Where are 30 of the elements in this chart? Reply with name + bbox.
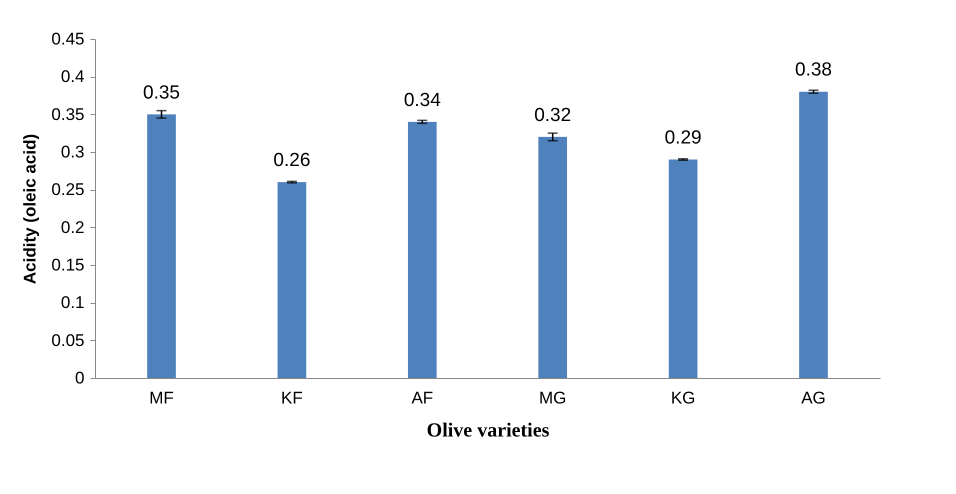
y-axis-title: Acidity (oleic acid) [20,134,40,284]
x-tick-label: AG [801,388,826,408]
bar [278,182,306,378]
x-tick-label: AF [411,388,434,408]
y-tick-label: 0.4 [60,67,84,86]
data-label: 0.35 [143,82,180,104]
data-label: 0.29 [664,128,702,149]
y-tick-label: 0.2 [60,218,84,237]
bar [668,160,698,378]
y-tick-label: 0.05 [51,330,84,350]
y-tick-label: 0.15 [51,256,84,274]
bar [799,92,828,378]
x-tick-label: MG [539,388,566,408]
y-tick-label: 0.3 [60,142,84,162]
data-label: 0.38 [795,60,832,81]
bar [408,122,437,378]
bar [147,114,176,378]
y-tick-label: 0.25 [51,180,84,200]
y-tick-label: 0.1 [60,293,84,312]
data-label: 0.32 [534,104,572,126]
bar [538,136,568,378]
x-axis-title: Olive varieties [426,420,550,442]
y-tick-label: 0.35 [51,104,84,124]
x-tick-label: KG [670,388,696,408]
data-label: 0.34 [404,90,442,111]
x-tick-label: KF [281,388,303,408]
x-tick-label: MF [149,388,174,408]
data-label: 0.26 [273,150,310,172]
y-tick-label: 0 [75,368,84,388]
y-tick-label: 0.45 [51,30,84,48]
